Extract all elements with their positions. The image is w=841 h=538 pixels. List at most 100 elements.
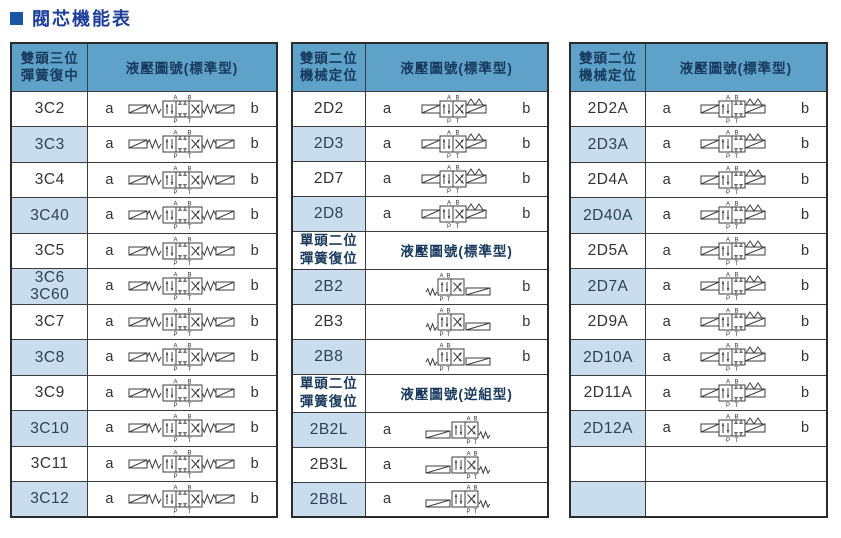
- model-code-cell: 2D12A: [569, 410, 646, 447]
- svg-text:P: P: [726, 296, 730, 301]
- model-code-cell: 2D3: [291, 125, 366, 162]
- svg-text:P: P: [726, 438, 730, 443]
- svg-text:P: P: [174, 296, 178, 301]
- svg-text:P: P: [174, 438, 178, 443]
- svg-text:T: T: [188, 474, 192, 479]
- header-row: 雙頭三位 彈簧復中 液壓圖號(標準型): [10, 42, 278, 92]
- position-a-label: a: [105, 171, 114, 188]
- svg-text:P: P: [174, 261, 178, 266]
- svg-text:P: P: [726, 190, 730, 195]
- title-bullet-icon: [10, 11, 23, 25]
- valve-symbol-3C-icon: A B P T: [128, 486, 235, 514]
- position-b-label: b: [800, 242, 810, 259]
- model-code-cell: 3C2: [10, 90, 89, 127]
- svg-text:A: A: [726, 237, 730, 243]
- svg-text:B: B: [446, 308, 450, 314]
- valve-symbol-2DA-icon: A B P T: [700, 95, 766, 124]
- svg-text:B: B: [734, 308, 738, 314]
- table-row: [569, 445, 828, 482]
- position-b-label: b: [800, 278, 810, 295]
- svg-text:T: T: [735, 296, 739, 301]
- model-code-cell: 2B2L: [291, 411, 366, 448]
- table-row: 2B3L a A B P T: [291, 446, 549, 483]
- position-a-label: a: [662, 384, 671, 401]
- symbol-cell: [644, 481, 828, 518]
- model-code-cell: 3C12: [10, 481, 89, 518]
- position-b-label: b: [800, 207, 810, 224]
- position-b-label: b: [522, 170, 531, 187]
- model-code-cell: 2D9A: [569, 303, 646, 340]
- valve-symbol-3C-icon: A B P T: [128, 202, 235, 230]
- svg-text:A: A: [447, 130, 451, 136]
- position-b-label: b: [250, 491, 259, 507]
- svg-text:B: B: [188, 344, 192, 350]
- model-code-cell: 3C6 3C60: [10, 268, 89, 305]
- column-header-diagram: 液壓圖號(標準型): [365, 42, 549, 92]
- position-a-label: a: [662, 100, 671, 117]
- position-b-label: b: [522, 313, 531, 330]
- column-header-valve-type: 單頭二位 彈簧復位: [291, 373, 366, 413]
- svg-text:P: P: [726, 332, 730, 337]
- svg-text:B: B: [446, 343, 450, 349]
- model-code-cell: 2D7A: [569, 268, 646, 305]
- svg-text:T: T: [735, 225, 739, 230]
- svg-text:A: A: [466, 451, 470, 457]
- svg-text:B: B: [188, 95, 192, 101]
- model-code-cell: 2D3A: [569, 126, 646, 163]
- svg-text:A: A: [439, 343, 443, 349]
- model-code-cell: 2B3: [291, 303, 366, 340]
- model-code-cell: 2D2: [291, 90, 366, 127]
- valve-symbol-2DA-icon: A B P T: [700, 202, 766, 230]
- position-b-label: b: [250, 242, 259, 259]
- svg-text:P: P: [174, 190, 178, 195]
- svg-text:P: P: [174, 225, 178, 230]
- valve-symbol-3C-icon: A B P T: [128, 379, 235, 408]
- svg-text:T: T: [735, 403, 739, 408]
- svg-text:A: A: [174, 131, 178, 137]
- svg-text:A: A: [174, 486, 178, 492]
- svg-text:T: T: [735, 367, 739, 372]
- svg-text:T: T: [735, 438, 739, 443]
- svg-text:P: P: [447, 119, 451, 124]
- page-title: 閥芯機能表: [32, 9, 132, 29]
- model-code-cell: 3C9: [10, 374, 89, 411]
- valve-symbol-2B-icon: A B P T: [425, 273, 491, 302]
- svg-text:P: P: [726, 403, 730, 408]
- svg-text:B: B: [734, 237, 738, 243]
- position-b-label: b: [250, 207, 259, 224]
- position-a-label: a: [662, 207, 671, 224]
- position-a-label: a: [105, 313, 114, 330]
- svg-text:T: T: [735, 332, 739, 337]
- position-b-label: b: [522, 135, 531, 152]
- svg-text:B: B: [473, 451, 477, 457]
- model-code-cell: 3C11: [10, 445, 89, 482]
- svg-text:B: B: [734, 379, 738, 385]
- svg-text:A: A: [726, 273, 730, 279]
- position-b-label: b: [522, 205, 531, 222]
- svg-text:P: P: [174, 509, 178, 514]
- svg-text:P: P: [174, 367, 178, 372]
- svg-text:B: B: [446, 273, 450, 279]
